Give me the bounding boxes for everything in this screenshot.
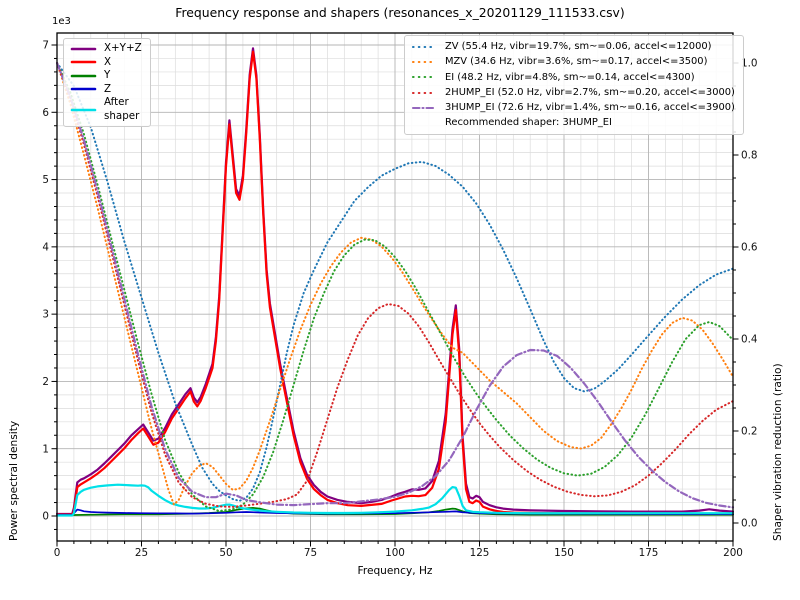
y-axis-label-right: Shaper vibration reduction (ratio) [772, 363, 784, 541]
legend-line-sample [411, 91, 438, 94]
legend-item-label: Y [104, 69, 111, 81]
legend-item: EI (48.2 Hz, vibr=4.8%, sm~=0.14, accel<… [411, 70, 735, 85]
svg-text:5: 5 [42, 174, 49, 186]
legend-item: Y [70, 69, 142, 83]
legend-item: 2HUMP_EI (52.0 Hz, vibr=2.7%, sm~=0.20, … [411, 85, 735, 100]
legend-line-sample [411, 106, 438, 109]
chart-title: Frequency response and shapers (resonanc… [175, 5, 625, 20]
svg-text:150: 150 [554, 547, 574, 559]
svg-text:4: 4 [42, 241, 49, 253]
y-axis-scale-offset: 1e3 [52, 16, 71, 27]
recommended-shaper-text: Recommended shaper: 3HUMP_EI [445, 117, 612, 129]
series-3hump-ei [56, 61, 734, 509]
legend-item: 3HUMP_EI (72.6 Hz, vibr=1.4%, sm~=0.16, … [411, 100, 735, 115]
svg-text:75: 75 [304, 547, 317, 559]
legend-line-sample [411, 45, 438, 48]
svg-text:175: 175 [639, 547, 659, 559]
svg-text:2: 2 [42, 376, 49, 388]
svg-text:1.0: 1.0 [741, 58, 758, 70]
axis-ticks [51, 44, 739, 547]
legend-shapers: ZV (55.4 Hz, vibr=19.7%, sm~=0.06, accel… [404, 35, 744, 135]
legend-item: MZV (34.6 Hz, vibr=3.6%, sm~=0.17, accel… [411, 54, 735, 69]
svg-text:125: 125 [470, 547, 490, 559]
legend-item: After shaper [70, 96, 142, 123]
legend-item-label: MZV (34.6 Hz, vibr=3.6%, sm~=0.17, accel… [445, 56, 708, 68]
x-axis-label: Frequency, Hz [357, 565, 433, 577]
legend-item: ZV (55.4 Hz, vibr=19.7%, sm~=0.06, accel… [411, 39, 735, 54]
legend-line-sample [411, 60, 438, 63]
svg-text:0.2: 0.2 [741, 426, 758, 438]
series-after-shaper [56, 483, 734, 517]
series-2hump-ei [56, 62, 734, 508]
svg-text:0.0: 0.0 [741, 518, 758, 530]
legend-item-label: 2HUMP_EI (52.0 Hz, vibr=2.7%, sm~=0.20, … [445, 86, 735, 98]
svg-text:0.6: 0.6 [741, 242, 758, 254]
svg-text:0: 0 [42, 511, 49, 523]
svg-text:25: 25 [135, 547, 148, 559]
legend-item-label: ZV (55.4 Hz, vibr=19.7%, sm~=0.06, accel… [445, 41, 712, 52]
legend-item-label: X [104, 55, 112, 68]
legend-line-sample [70, 108, 97, 111]
svg-text:0.4: 0.4 [741, 334, 758, 346]
svg-text:3: 3 [42, 309, 49, 321]
svg-text:0: 0 [54, 547, 61, 559]
legend-item-label: X+Y+Z [104, 42, 142, 54]
legend-item-label: Z [104, 82, 112, 95]
svg-text:100: 100 [385, 547, 405, 559]
svg-text:6: 6 [42, 107, 49, 119]
legend-item: X [70, 56, 142, 70]
series-zv [56, 62, 734, 502]
svg-text:200: 200 [723, 547, 743, 559]
legend-note: Recommended shaper: 3HUMP_EI [445, 115, 735, 130]
series-x [56, 50, 734, 516]
data-series [56, 47, 734, 517]
legend-line-sample [70, 74, 97, 78]
svg-text:1: 1 [42, 443, 49, 455]
svg-text:7: 7 [42, 40, 49, 52]
svg-text:50: 50 [219, 547, 232, 559]
legend-item-label: EI (48.2 Hz, vibr=4.8%, sm~=0.14, accel<… [445, 71, 695, 83]
legend-item-label: After shaper [104, 96, 140, 122]
series-mzv [56, 62, 734, 506]
axis-tick-labels: 0 25 50 75 100 125 150 175 200 0 1 2 3 4 5 6 7 0.0 0.2 0.4 0… [42, 40, 758, 559]
legend-psd: X+Y+Z X Y Z After shaper [63, 38, 151, 127]
y-axis-label-left: Power spectral density [8, 420, 20, 541]
legend-line-sample [411, 76, 438, 79]
legend-item-label: 3HUMP_EI (72.6 Hz, vibr=1.4%, sm~=0.16, … [445, 102, 735, 114]
legend-line-sample [70, 47, 97, 51]
series-z [56, 508, 734, 516]
legend-line-sample [70, 60, 97, 64]
legend-item: Z [70, 83, 142, 97]
legend-item: X+Y+Z [70, 42, 142, 56]
legend-line-sample [70, 87, 97, 91]
svg-text:0.8: 0.8 [741, 150, 758, 162]
